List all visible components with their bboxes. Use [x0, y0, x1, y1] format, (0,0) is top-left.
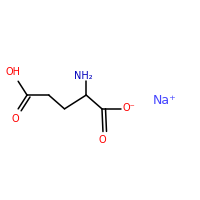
Text: Na⁺: Na⁺	[153, 94, 177, 106]
Text: O⁻: O⁻	[123, 103, 135, 113]
Text: O: O	[12, 114, 19, 124]
Text: NH₂: NH₂	[74, 71, 93, 81]
Text: OH: OH	[6, 67, 21, 77]
Text: O: O	[99, 135, 106, 145]
